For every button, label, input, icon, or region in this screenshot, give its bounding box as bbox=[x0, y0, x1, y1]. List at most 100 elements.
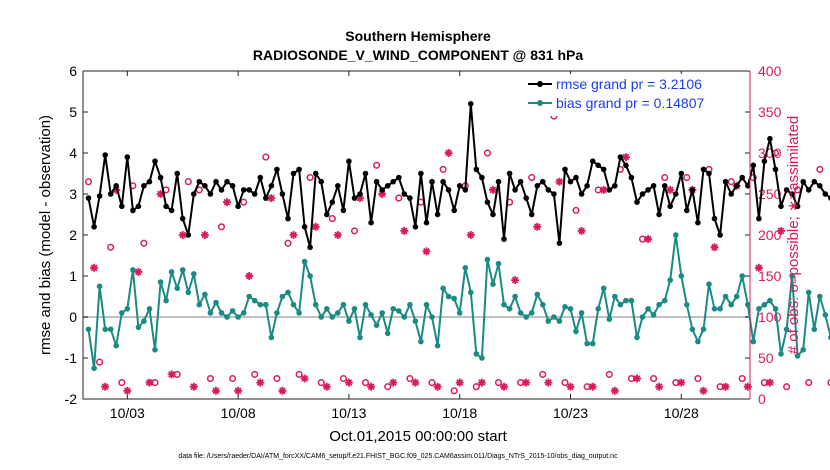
x-tick-label: 10/28 bbox=[664, 405, 699, 421]
bias-series-point bbox=[412, 318, 419, 324]
rmse-series-point bbox=[412, 224, 419, 230]
rmse-series-point bbox=[578, 191, 585, 197]
obs-assimilated-point bbox=[566, 382, 575, 391]
rmse-series-point bbox=[279, 191, 286, 197]
rmse-series-point bbox=[728, 191, 734, 197]
bias-series-point bbox=[800, 347, 806, 353]
rmse-series-point bbox=[163, 203, 169, 210]
bias-series-point bbox=[318, 314, 325, 320]
bias-series-point bbox=[96, 283, 103, 290]
bias-series-point bbox=[733, 293, 740, 300]
rmse-series-point bbox=[739, 174, 745, 181]
bias-series-point bbox=[761, 301, 768, 308]
rmse-series-point bbox=[634, 199, 640, 205]
bias-series-point bbox=[540, 301, 546, 308]
bias-series-point bbox=[556, 318, 563, 324]
bias-series-point bbox=[589, 340, 596, 347]
bias-series-point bbox=[224, 314, 230, 320]
obs-assimilated-point bbox=[278, 386, 287, 395]
bias-series-point bbox=[750, 338, 757, 345]
y-tick-label: -2 bbox=[65, 391, 78, 407]
bias-series-point bbox=[600, 285, 607, 292]
rmse-series-point bbox=[656, 211, 662, 218]
rmse-series-point bbox=[213, 178, 219, 185]
rmse-series-point bbox=[329, 199, 336, 205]
bias-series-point bbox=[645, 306, 651, 312]
rmse-series-point bbox=[456, 183, 463, 189]
obs-possible-point bbox=[661, 174, 669, 182]
bias-series-point bbox=[251, 297, 258, 304]
y-tick-label: 4 bbox=[69, 145, 77, 161]
bias-series-point bbox=[767, 297, 773, 304]
rmse-series-point bbox=[783, 187, 790, 193]
bias-series-point bbox=[274, 310, 280, 316]
bias-series-point bbox=[368, 312, 374, 318]
rmse-series-point bbox=[407, 195, 413, 201]
bias-series-point bbox=[545, 318, 552, 324]
obs-assimilated-point bbox=[455, 378, 464, 387]
bias-series-point bbox=[706, 281, 712, 288]
rmse-series-point bbox=[251, 191, 258, 197]
bias-series-point bbox=[263, 301, 269, 308]
rmse-series-point bbox=[523, 195, 529, 201]
obs-possible-point bbox=[251, 370, 259, 378]
obs-possible-point bbox=[384, 383, 392, 391]
rmse-series-point bbox=[379, 187, 386, 193]
obs-assimilated-point bbox=[422, 247, 431, 256]
bias-series-point bbox=[324, 306, 330, 312]
bias-series-point bbox=[783, 326, 790, 333]
bias-series-point bbox=[717, 306, 723, 312]
rmse-series-point bbox=[661, 183, 668, 189]
obs-possible-point bbox=[118, 379, 126, 387]
rmse-series-point bbox=[645, 187, 651, 193]
rmse-series-point bbox=[429, 178, 435, 185]
bias-series-point bbox=[229, 308, 236, 314]
obs-possible-point bbox=[406, 374, 414, 383]
bias-series-point bbox=[362, 301, 369, 308]
obs-possible-point bbox=[262, 153, 270, 161]
obs-assimilated-point bbox=[134, 267, 143, 276]
chart-title-line1: Southern Hemisphere bbox=[345, 28, 491, 44]
bias-series-point bbox=[584, 340, 590, 347]
rmse-series-point bbox=[767, 135, 773, 142]
rmse-series-point bbox=[468, 101, 474, 107]
chart-title-line2: RADIOSONDE_V_WIND_COMPONENT @ 831 hPa bbox=[253, 47, 583, 63]
bias-series-point bbox=[235, 314, 241, 320]
rmse-series-point bbox=[584, 183, 590, 189]
rmse-series-point bbox=[124, 154, 131, 160]
obs-assimilated-point bbox=[378, 190, 387, 198]
obs-assimilated-point bbox=[333, 231, 342, 239]
bias-series-point bbox=[517, 310, 524, 316]
rmse-series-point bbox=[673, 191, 679, 197]
obs-assimilated-point bbox=[112, 185, 121, 194]
bias-series-point bbox=[528, 310, 535, 316]
bias-series-point bbox=[623, 297, 629, 304]
x-tick-label: 10/23 bbox=[553, 405, 588, 421]
obs-assimilated-point bbox=[211, 386, 220, 395]
rmse-series-point bbox=[130, 207, 136, 214]
obs-assimilated-point bbox=[245, 272, 254, 280]
bias-series-point bbox=[794, 353, 801, 359]
rmse-series-point bbox=[445, 187, 452, 193]
bias-series-point bbox=[673, 232, 679, 238]
rmse-series-point bbox=[285, 215, 291, 222]
bias-series-point bbox=[357, 334, 363, 341]
bias-series-point bbox=[440, 285, 446, 292]
bias-series-point bbox=[257, 301, 264, 308]
rmse-series-point bbox=[600, 166, 607, 173]
obs-possible-point bbox=[84, 178, 93, 186]
rmse-series-point bbox=[179, 215, 186, 222]
rmse-series-point bbox=[263, 195, 269, 201]
obs-possible-point bbox=[295, 370, 303, 378]
rmse-series-point bbox=[667, 203, 673, 210]
rmse-series-point bbox=[351, 195, 358, 201]
obs-possible-point bbox=[373, 161, 381, 169]
rmse-series-point bbox=[440, 178, 446, 185]
rmse-series-point bbox=[451, 207, 458, 214]
bias-series-point bbox=[462, 265, 469, 271]
rmse-series-point bbox=[473, 166, 480, 173]
rmse-series-point bbox=[168, 207, 175, 214]
bias-series-point bbox=[141, 318, 147, 324]
obs-assimilated-point bbox=[743, 382, 752, 391]
bias-series-point bbox=[335, 310, 341, 316]
